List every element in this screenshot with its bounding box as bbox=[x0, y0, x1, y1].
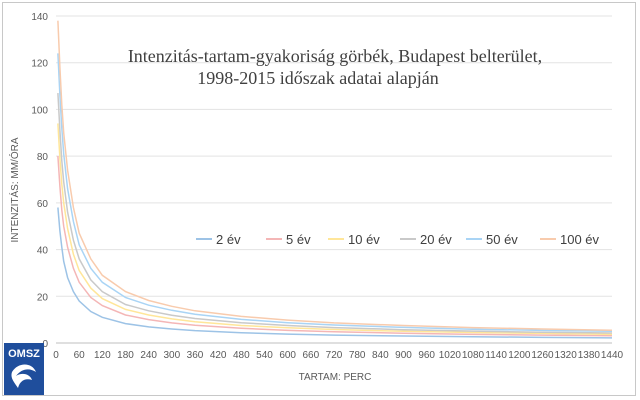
series-line bbox=[57, 20, 613, 331]
y-tick-label: 20 bbox=[37, 292, 49, 303]
x-tick-label: 660 bbox=[302, 350, 319, 361]
legend: 2 év 5 év 10 év 20 év 50 év 100 év bbox=[196, 232, 600, 247]
chart-title-line1: Intenzitás-tartam-gyakoriság görbék, Bud… bbox=[128, 46, 542, 66]
omsz-logo: OMSZ bbox=[4, 343, 44, 395]
x-tick-label: 1260 bbox=[531, 350, 554, 361]
y-tick-label: 40 bbox=[37, 246, 49, 257]
y-tick-label: 0 bbox=[42, 339, 48, 350]
x-tick-label: 1080 bbox=[462, 350, 485, 361]
x-tick-label: 300 bbox=[163, 350, 180, 361]
x-tick-label: 360 bbox=[187, 350, 204, 361]
x-tick-label: 1320 bbox=[555, 350, 578, 361]
x-tick-label: 1440 bbox=[601, 350, 624, 361]
legend-label: 5 év bbox=[286, 232, 311, 247]
series-line bbox=[57, 207, 613, 339]
x-tick-label: 180 bbox=[117, 350, 134, 361]
series-line bbox=[57, 53, 613, 333]
x-tick-label: 600 bbox=[279, 350, 296, 361]
legend-label: 50 év bbox=[486, 232, 518, 247]
x-tick-label: 840 bbox=[372, 350, 389, 361]
y-axis-title: INTENZITÁS: MM/ÓRA bbox=[8, 137, 21, 242]
x-tick-label: 420 bbox=[210, 350, 227, 361]
legend-label: 2 év bbox=[216, 232, 241, 247]
legend-label: 100 év bbox=[560, 232, 600, 247]
chart-title-line2: 1998-2015 időszak adatai alapján bbox=[197, 68, 438, 88]
y-tick-label: 60 bbox=[37, 199, 49, 210]
legend-label: 10 év bbox=[348, 232, 380, 247]
x-tick-label: 480 bbox=[233, 350, 250, 361]
x-axis-title: TARTAM: PERC bbox=[299, 372, 372, 383]
y-tick-label: 120 bbox=[31, 59, 48, 70]
x-tick-label: 0 bbox=[53, 350, 59, 361]
x-tick-label: 240 bbox=[140, 350, 157, 361]
x-tick-label: 120 bbox=[94, 350, 111, 361]
y-tick-label: 80 bbox=[37, 152, 49, 163]
x-tick-label: 1140 bbox=[485, 350, 507, 361]
logo-text: OMSZ bbox=[8, 348, 40, 360]
x-tick-label: 1020 bbox=[439, 350, 462, 361]
x-tick-label: 960 bbox=[418, 350, 435, 361]
series-line bbox=[57, 123, 613, 336]
series-line bbox=[57, 93, 613, 334]
x-tick-label: 60 bbox=[74, 350, 86, 361]
x-tick-label: 780 bbox=[349, 350, 366, 361]
x-tick-label: 540 bbox=[256, 350, 273, 361]
x-tick-label: 720 bbox=[326, 350, 343, 361]
x-tick-label: 1200 bbox=[508, 350, 531, 361]
logo-wave-icon bbox=[11, 364, 36, 388]
legend-label: 20 év bbox=[420, 232, 452, 247]
x-tick-label: 900 bbox=[395, 350, 412, 361]
series-line bbox=[57, 156, 613, 337]
y-tick-label: 100 bbox=[31, 105, 48, 116]
x-tick-label: 1380 bbox=[578, 350, 601, 361]
y-tick-label: 140 bbox=[31, 12, 48, 23]
